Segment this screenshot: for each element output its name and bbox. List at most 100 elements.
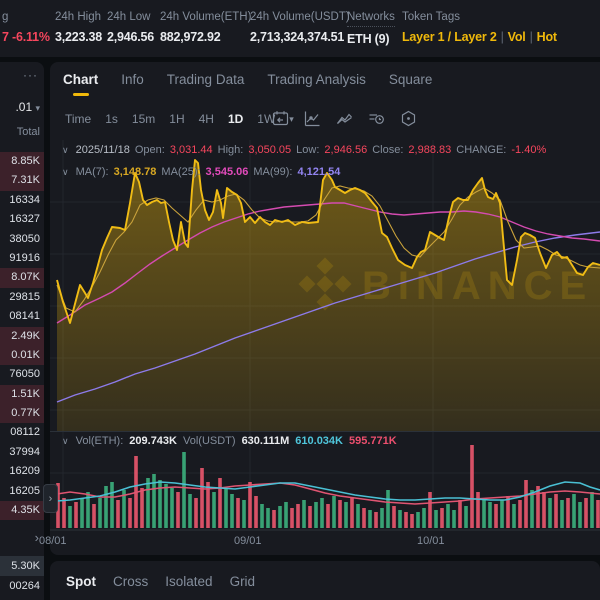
orderbook-row[interactable]: 8.85K	[0, 152, 44, 172]
orderbook-row[interactable]: 16327	[9, 213, 40, 226]
ticker-column: 24h Low 2,946.56	[107, 9, 154, 44]
ma-label: MA(99):	[253, 166, 293, 178]
ohlc-label: High:	[217, 144, 244, 156]
order-tab-cross[interactable]: Cross	[113, 574, 149, 589]
more-options-icon[interactable]: ···	[23, 68, 38, 82]
ma-label: MA(7):	[75, 166, 109, 178]
price-area-fill	[57, 160, 600, 431]
collapse-icon[interactable]: ∨	[62, 166, 69, 177]
chart-toolbar-icons	[272, 110, 417, 127]
orderbook-row[interactable]: 8.07K	[0, 268, 44, 288]
timeframe-time[interactable]: Time	[65, 112, 92, 126]
vol-value: 630.111M	[241, 435, 290, 447]
collapse-icon[interactable]: ∨	[62, 144, 69, 155]
orderbook-row[interactable]: 2.49K	[0, 326, 44, 346]
ohlc-value: -1.40%	[511, 144, 547, 156]
ticker-label: Token Tags	[402, 11, 460, 23]
vol-value: 610.034K	[295, 435, 343, 447]
orderbook-row[interactable]: 38050	[9, 232, 40, 245]
price-volume-chart[interactable]: BINANCE	[50, 140, 600, 532]
ohlc-value: 3,031.44	[169, 144, 213, 156]
indicators-icon[interactable]	[368, 110, 385, 127]
timeframe-1d[interactable]: 1D	[227, 112, 244, 126]
timeframe-1w[interactable]: 1W	[257, 112, 276, 126]
orderbook-row[interactable]: 4.35K	[0, 501, 44, 521]
timeframe-row: Time 1s 15m 1H 4H 1D 1W ▾	[65, 112, 294, 126]
orderbook-row[interactable]: 76050	[9, 368, 40, 381]
orderbook-total-header: Total	[16, 126, 40, 138]
order-tab-spot[interactable]: Spot	[66, 574, 96, 589]
order-type-tabs: Spot Cross Isolated Grid	[66, 574, 255, 589]
tab-square[interactable]: Square	[388, 72, 433, 87]
timeframe-15m[interactable]: 15m	[131, 112, 156, 126]
orderbook-row[interactable]: 29815	[9, 290, 40, 303]
timeframe-dropdown-icon[interactable]: ▾	[289, 113, 294, 124]
volume-bars	[56, 445, 600, 528]
orderbook-footer-row[interactable]: 5.30K	[0, 556, 44, 576]
order-form-card: Spot Cross Isolated Grid	[50, 561, 600, 600]
line-chart-icon[interactable]	[304, 110, 321, 127]
ohlc-label: Close:	[372, 144, 404, 156]
ticker-change-value: 7 -6.11%	[2, 30, 50, 44]
ticker-column: 24h Volume(USDT) 2,713,324,374.51	[250, 9, 350, 44]
orderbook-row[interactable]: 08112	[10, 426, 40, 439]
area-chart-icon[interactable]	[336, 110, 353, 127]
orderbook-row[interactable]: 0.77K	[0, 404, 44, 424]
vol-label: Vol(USDT)	[183, 435, 236, 447]
ohlc-value: 2,988.83	[408, 144, 452, 156]
collapse-icon[interactable]: ∨	[62, 435, 69, 446]
ticker-label: 24h High	[55, 11, 102, 23]
orderbook-row[interactable]: 16209	[9, 465, 40, 478]
ticker-column: 24h Volume(ETH) 882,972.92	[160, 9, 251, 44]
ticker-label: 24h Volume(ETH)	[160, 11, 252, 23]
volume-ma-lines	[56, 481, 600, 505]
chart-settings-icon[interactable]	[400, 110, 417, 127]
order-tab-isolated[interactable]: Isolated	[165, 574, 213, 589]
vol-value: 595.771K	[349, 435, 397, 447]
chevron-right-icon: ›	[48, 492, 53, 505]
orderbook-row[interactable]: 91916	[9, 251, 40, 264]
token-tag[interactable]: Hot	[536, 30, 557, 44]
tab-trading-data[interactable]: Trading Data	[166, 72, 245, 87]
timeframe-4h[interactable]: 4H	[198, 112, 214, 126]
orderbook-expand-icon[interactable]: ›	[34, 530, 39, 545]
tab-chart[interactable]: Chart	[63, 72, 98, 96]
ohlc-label: Low:	[296, 144, 320, 156]
orderbook-row[interactable]: 08141	[9, 310, 40, 323]
orderbook-row[interactable]: 16334	[9, 193, 40, 206]
x-axis-label: 08/01	[39, 535, 67, 547]
tab-trading-analysis[interactable]: Trading Analysis	[267, 72, 366, 87]
ticker-value: ETH (9)	[347, 32, 390, 46]
pane-expand-handle[interactable]: ›	[43, 484, 58, 513]
orderbook-row[interactable]: 1.51K	[0, 384, 44, 405]
volume-legend: ∨ Vol(ETH): 209.743K Vol(USDT) 630.111M 610.…	[62, 435, 397, 447]
orderbook-footer-row[interactable]: 00264	[9, 580, 40, 592]
orderbook-row[interactable]: 16205	[9, 484, 40, 497]
orderbook-panel: ··· .01 ▾ Total 8.85K 7.31K 16334 16327 3805…	[0, 62, 44, 600]
ma-value: 4,121.54	[297, 166, 341, 178]
orderbook-row[interactable]: 7.31K	[0, 171, 44, 191]
order-tab-grid[interactable]: Grid	[229, 574, 256, 589]
precision-select[interactable]: .01 ▾	[15, 100, 40, 114]
ticker-change-label: g	[2, 11, 9, 23]
x-axis-label: 10/01	[417, 535, 445, 547]
ohlc-legend: ∨ 2025/11/18 Open: 3,031.44 High: 3,050.05 L…	[62, 144, 546, 156]
date-range-icon[interactable]	[272, 110, 289, 127]
chart-tabs: Chart Info Trading Data Trading Analysis Squ…	[63, 72, 432, 96]
orderbook-row[interactable]: 37994	[9, 445, 40, 458]
timeframe-1s[interactable]: 1s	[105, 112, 118, 126]
ohlc-value: 3,050.05	[248, 144, 292, 156]
tab-info[interactable]: Info	[121, 72, 144, 87]
timeframe-1h[interactable]: 1H	[169, 112, 185, 126]
orderbook-row[interactable]: 0.01K	[0, 345, 44, 366]
ticker-column: Networks ETH (9)	[347, 9, 395, 46]
ma-legend: ∨ MA(7): 3,148.78 MA(25): 3,545.06 MA(99): 4,…	[62, 166, 340, 178]
token-tag[interactable]: Layer 1 / Layer 2	[402, 30, 497, 44]
token-tag[interactable]: Vol	[507, 30, 526, 44]
svg-text:BINANCE: BINANCE	[362, 264, 593, 308]
ticker-value: 2,713,324,374.51	[250, 30, 345, 44]
legend-date: 2025/11/18	[75, 144, 130, 156]
ma-label: MA(25):	[161, 166, 201, 178]
vol-value: 209.743K	[129, 435, 177, 447]
